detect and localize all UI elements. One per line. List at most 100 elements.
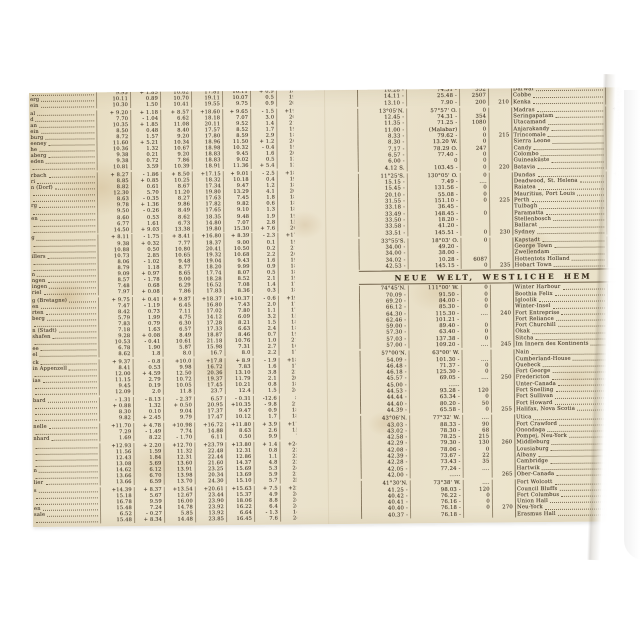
dot-leader bbox=[547, 119, 604, 125]
value-cell: 17.47 bbox=[194, 414, 226, 421]
dot-leader bbox=[35, 430, 98, 436]
place-name-cell bbox=[30, 165, 97, 172]
index-cell: 245 bbox=[490, 341, 515, 348]
dot-leader bbox=[37, 271, 96, 277]
value-cell: 8.62 bbox=[98, 351, 133, 358]
dot-leader bbox=[33, 197, 96, 203]
value-cell: 12.4 bbox=[224, 388, 253, 395]
value-cell: 9.75 bbox=[222, 100, 251, 108]
value-cell: 6.59 bbox=[133, 479, 164, 486]
place-name-fragment: nhard bbox=[33, 435, 50, 443]
value-cell: 10.81 bbox=[96, 164, 131, 171]
dot-leader bbox=[54, 185, 95, 191]
value-cell: 13.66 bbox=[99, 479, 134, 486]
place-name-fragment: lier bbox=[33, 480, 44, 487]
index-cell: 220 bbox=[488, 163, 513, 171]
dot-leader bbox=[40, 129, 95, 135]
value-cell: 23.7 bbox=[193, 388, 225, 395]
value-cell: 7.97 bbox=[97, 288, 132, 296]
dot-leader bbox=[35, 416, 98, 422]
right-table-block: 16.28 -74.31 -352Darwar23.8023.4526.314.… bbox=[356, 87, 631, 524]
dot-leader bbox=[34, 322, 97, 327]
place-name-fragment: ein bbox=[30, 103, 39, 110]
elevation-cell: 200 bbox=[459, 99, 489, 106]
dot-leader bbox=[35, 444, 98, 450]
dot-leader bbox=[39, 215, 96, 221]
value-cell: 12.09 bbox=[98, 389, 133, 396]
value-cell: 2.0 bbox=[132, 388, 163, 396]
value-cell: 1.8 bbox=[132, 350, 163, 358]
value-cell: 5.7 bbox=[253, 477, 280, 485]
dot-leader bbox=[536, 107, 604, 113]
index-cell: 230 bbox=[489, 228, 514, 236]
dot-leader bbox=[45, 309, 97, 315]
value-cell: 7.0 bbox=[279, 433, 298, 440]
latitude-cell: 4.12 S. bbox=[357, 164, 407, 172]
value-cell: 11.36 bbox=[222, 163, 251, 170]
dot-leader bbox=[39, 123, 95, 128]
value-cell: 24.4 bbox=[278, 387, 298, 394]
dot-leader bbox=[58, 328, 97, 333]
place-name-fragment: Batavia bbox=[513, 163, 536, 170]
dot-leader bbox=[40, 103, 95, 109]
value-cell: 15.48 bbox=[100, 517, 135, 524]
value-cell: 10.41 bbox=[160, 101, 192, 108]
dot-leader bbox=[537, 228, 605, 234]
dot-leader bbox=[533, 145, 604, 151]
value-cell: 8.22 bbox=[133, 434, 164, 442]
place-name-cell: ein bbox=[29, 102, 96, 109]
dot-leader bbox=[40, 360, 97, 365]
value-cell: 19.80 bbox=[192, 225, 224, 233]
value-cell: 14.50 bbox=[97, 226, 132, 234]
dot-leader bbox=[34, 340, 97, 346]
value-cell: 13.38 bbox=[161, 226, 193, 233]
dot-leader bbox=[553, 216, 605, 222]
value-cell: 16.45 bbox=[226, 516, 255, 523]
value-cell: + 2.45 bbox=[133, 414, 164, 422]
dot-leader bbox=[42, 506, 99, 512]
dot-leader bbox=[69, 297, 97, 303]
value-cell: 13.70 bbox=[163, 478, 195, 486]
dot-leader bbox=[33, 259, 96, 265]
value-cell: 10.12 bbox=[225, 414, 254, 421]
place-name-fragment: Sydney bbox=[514, 228, 536, 235]
right-table-rows: 16.28 -74.31 -352Darwar23.8023.4526.314.… bbox=[356, 87, 631, 519]
place-name-cell: Sydney bbox=[513, 228, 606, 235]
dot-leader bbox=[34, 372, 97, 378]
dot-leader bbox=[45, 135, 95, 141]
longitude-cell: 103.45 - bbox=[406, 164, 460, 172]
dot-leader bbox=[39, 352, 97, 358]
dot-leader bbox=[48, 141, 95, 147]
place-name-fragment: Erasmus Hall bbox=[517, 510, 556, 518]
value-cell: 0.9 bbox=[250, 100, 277, 108]
value-cell: 15.10 bbox=[225, 478, 254, 485]
value-cell: 8.0 bbox=[224, 350, 253, 357]
value-cell: 1.7 bbox=[253, 413, 280, 421]
elevation-cell: .... bbox=[461, 341, 491, 349]
dot-leader bbox=[33, 241, 96, 247]
card-edge-shadow bbox=[624, 90, 644, 560]
dot-leader bbox=[537, 184, 604, 190]
place-name-cell: el bbox=[31, 352, 98, 359]
latitude-cell: 57.00 - bbox=[359, 342, 409, 350]
dot-leader bbox=[39, 147, 95, 153]
dot-leader bbox=[39, 203, 96, 209]
elevation-cell bbox=[462, 471, 492, 479]
dot-leader bbox=[37, 111, 95, 116]
column-gutter bbox=[293, 90, 361, 525]
value-cell: 3.59 bbox=[130, 164, 161, 171]
latitude-cell: 40.37 - bbox=[361, 512, 411, 519]
dot-leader bbox=[37, 179, 95, 185]
latitude-cell: 42.00 - bbox=[360, 472, 410, 480]
value-cell: 8.36 bbox=[223, 287, 252, 295]
value-cell: 7.6 bbox=[254, 515, 281, 523]
dot-leader bbox=[47, 398, 97, 403]
dot-leader bbox=[33, 209, 96, 215]
dot-leader bbox=[49, 283, 96, 289]
value-cell: 17.4 bbox=[278, 349, 298, 356]
dot-leader bbox=[536, 87, 604, 92]
latitude-cell: 13.10 - bbox=[357, 99, 407, 107]
dot-leader bbox=[35, 494, 98, 500]
